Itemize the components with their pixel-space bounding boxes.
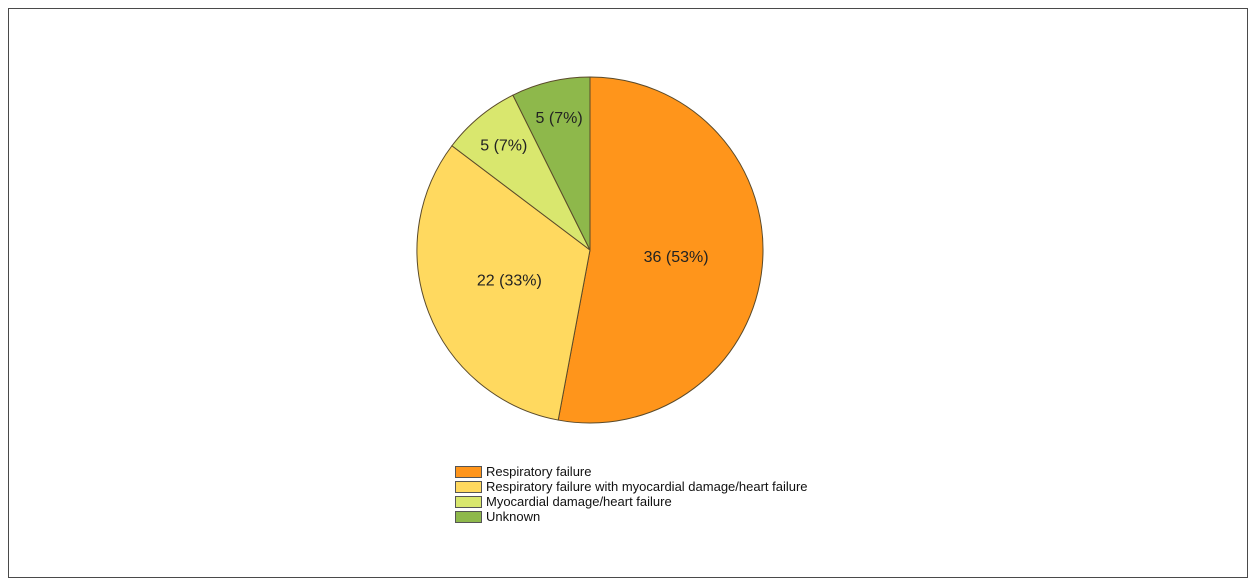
legend-swatch (455, 495, 482, 508)
pie-slice-label-4: 5 (7%) (536, 110, 583, 127)
legend-item-respiratory-failure: Respiratory failure (455, 464, 808, 479)
chart-legend: Respiratory failure Respiratory failure … (455, 464, 808, 524)
pie-slices (416, 76, 764, 424)
pie-slice-1 (557, 76, 764, 424)
legend-label: Respiratory failure with myocardial dama… (486, 478, 808, 494)
legend-swatch (455, 510, 482, 523)
pie-slice-label-3: 5 (7%) (480, 137, 527, 154)
pie-slice-2 (416, 145, 591, 421)
legend-item-myocardial-damage: Myocardial damage/heart failure (455, 494, 808, 509)
pie-slice-label-2: 22 (33%) (477, 272, 542, 289)
legend-item-unknown: Unknown (455, 509, 808, 524)
pie-slice-labels: 36 (53%) 22 (33%) 5 (7%) 5 (7%) (477, 110, 709, 290)
legend-label: Unknown (486, 508, 541, 524)
pie-slice-4 (512, 76, 591, 251)
legend-swatch (455, 465, 482, 478)
legend-label: Myocardial damage/heart failure (486, 493, 672, 509)
legend-swatch (455, 480, 482, 493)
legend-item-respiratory-failure-with-myocardial-damage: Respiratory failure with myocardial dama… (455, 479, 808, 494)
legend-label: Respiratory failure (486, 463, 592, 479)
pie-slice-label-1: 36 (53%) (644, 249, 709, 266)
